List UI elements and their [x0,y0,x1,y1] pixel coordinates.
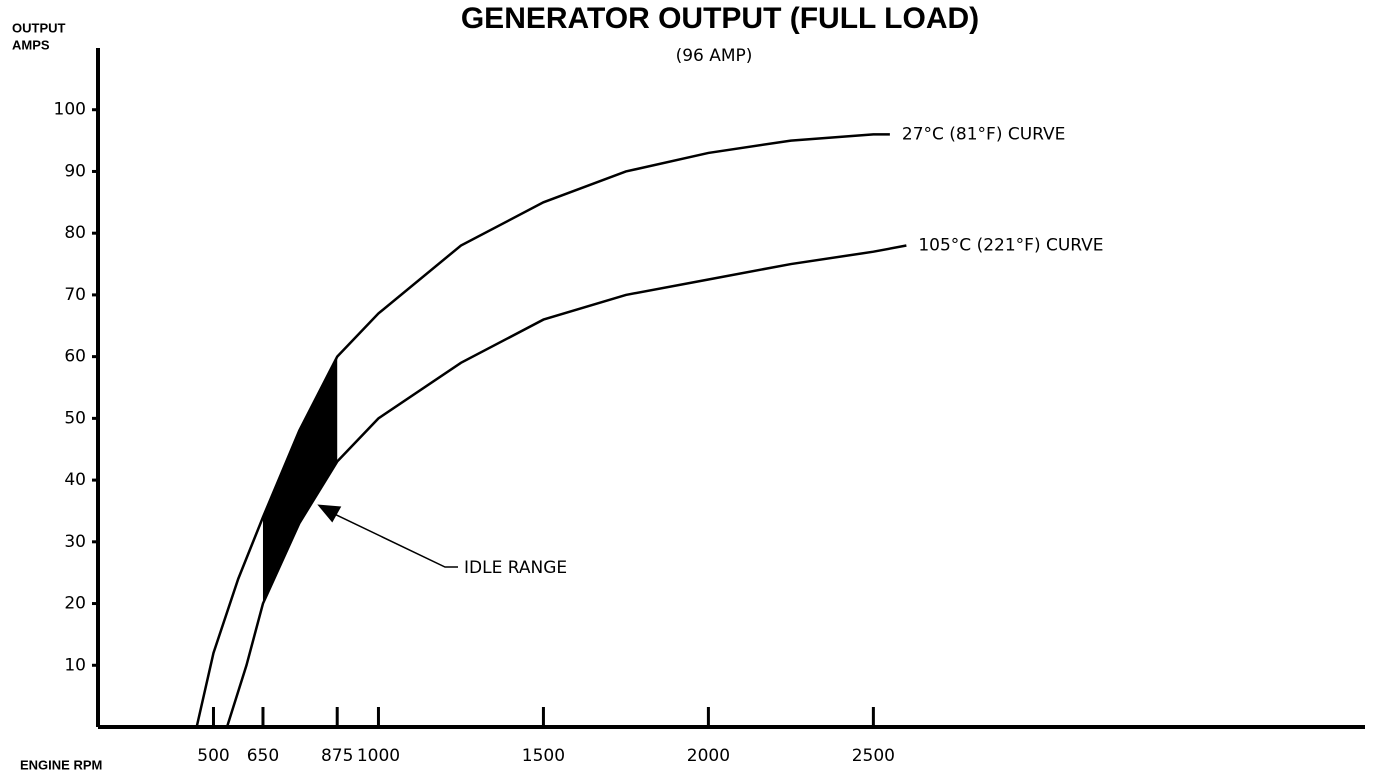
chart-subtitle: (96 AMP) [676,46,753,66]
y-tick-label: 80 [64,223,86,243]
x-tick-label: 650 [247,746,279,766]
x-tick-label: 2000 [687,746,730,766]
x-tick-label: 500 [197,746,229,766]
x-tick-label: 875 [321,746,353,766]
y-tick-label: 100 [54,100,86,120]
y-axis-label: OUTPUT [12,20,66,35]
y-tick-label: 70 [64,285,86,305]
y-axis-label: AMPS [12,37,50,52]
line [225,244,907,728]
line [195,133,890,728]
y-tick-label: 20 [64,594,86,614]
annotation-line [334,513,458,568]
x-tick-label: 2500 [852,746,895,766]
x-axis-label: ENGINE RPM [20,757,102,772]
y-tick-label: 40 [64,470,86,490]
chart-title: GENERATOR OUTPUT (FULL LOAD) [461,2,979,35]
y-tick-label: 30 [64,532,86,552]
x-tick-label: 1500 [522,746,565,766]
series-label: 105°C (221°F) CURVE [918,236,1103,256]
series-label: 27°C (81°F) CURVE [902,124,1066,144]
y-tick-label: 60 [64,347,86,367]
annotation-arrow [317,504,342,523]
y-tick-label: 10 [64,655,86,675]
y-tick-label: 50 [64,408,86,428]
x-tick-label: 1000 [357,746,400,766]
y-tick-label: 90 [64,161,86,181]
idle-range [262,356,338,604]
annotation: IDLE RANGE [464,558,567,578]
